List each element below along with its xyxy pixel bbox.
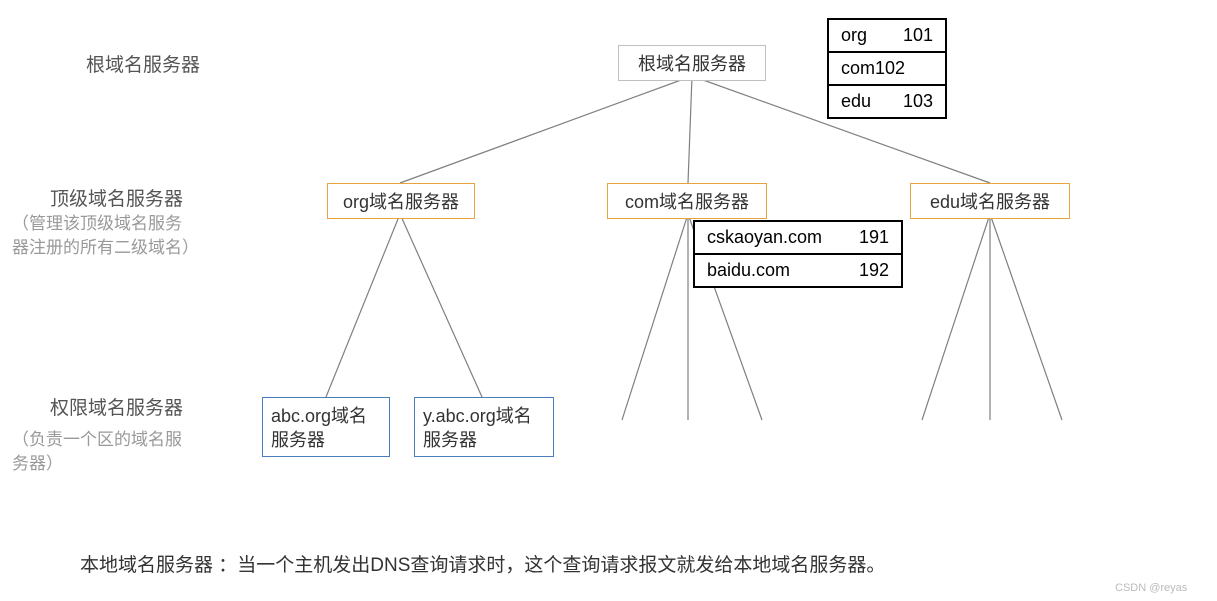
table-row: com102 (829, 53, 945, 86)
diagram-container: 根域名服务器 顶级域名服务器 （管理该顶级域名服务 器注册的所有二级域名） 权限… (0, 0, 1217, 601)
side-label-tld: 顶级域名服务器 (50, 184, 183, 211)
table-row: baidu.com192 (695, 255, 901, 286)
com-mapping-table: cskaoyan.com191baidu.com192 (693, 220, 903, 288)
side-label-root: 根域名服务器 (86, 50, 200, 77)
edges-layer (0, 0, 1217, 601)
edu-node: edu域名服务器 (910, 183, 1070, 219)
org-node: org域名服务器 (327, 183, 475, 219)
bottom-note: 本地域名服务器 ：当一个主机发出DNS查询请求时，这个查询请求报文就发给本地域名… (80, 550, 885, 577)
side-label-auth: 权限域名服务器 (50, 393, 183, 420)
com-node: com域名服务器 (607, 183, 767, 219)
side-label-auth-sub: （负责一个区的域名服 务器） (12, 428, 182, 476)
table-row: cskaoyan.com191 (695, 222, 901, 255)
side-label-tld-sub: （管理该顶级域名服务 器注册的所有二级域名） (12, 212, 199, 260)
table-row: org101 (829, 20, 945, 53)
watermark: CSDN @reyas (1115, 582, 1187, 594)
abc-org-node: abc.org域名服务器 (262, 397, 390, 457)
root-node: 根域名服务器 (618, 45, 766, 81)
y-abc-org-node: y.abc.org域名服务器 (414, 397, 554, 457)
root-mapping-table: org101com102edu103 (827, 18, 947, 119)
table-row: edu103 (829, 86, 945, 117)
